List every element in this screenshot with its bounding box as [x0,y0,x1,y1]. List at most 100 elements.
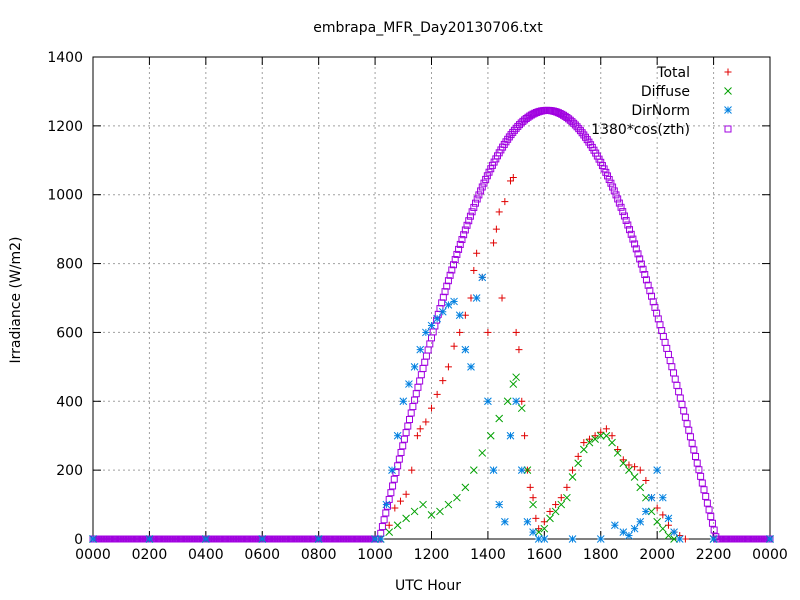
solar-point [443,282,451,290]
data-point [585,435,593,443]
solar-point [641,271,649,279]
data-point [498,294,506,302]
data-point [664,531,673,540]
data-point [625,461,633,469]
data-point [529,494,537,502]
data-point [551,507,560,516]
data-point [630,473,639,481]
y-tick-labels: 0 200 400 600 800 1000 1200 1400 [47,50,83,548]
data-point [258,535,267,543]
x-tick-label: 0000 [75,547,111,563]
data-point [402,490,410,498]
x-axis-label: UTC Hour [395,578,461,594]
data-point [469,466,478,474]
data-point [467,363,475,371]
x-tick-label: 2200 [696,547,732,563]
data-point [486,431,495,440]
solar-point [382,509,390,517]
data-point [461,483,470,492]
data-point [461,345,470,354]
data-point [670,528,678,536]
data-point [574,459,583,468]
legend-label: DirNorm [631,103,690,119]
data-point [506,431,515,440]
solar-point [668,363,676,371]
solar-point [473,195,481,203]
data-point [512,373,520,382]
solar-point [387,489,395,497]
solar-point [461,226,469,234]
data-point [596,431,605,440]
x-tick-label: 0000 [752,547,788,563]
data-point [523,517,532,526]
data-point [568,535,577,543]
solar-point [661,338,669,346]
data-point [596,535,605,543]
data-point [653,466,662,474]
data-point [557,494,565,502]
data-point [89,535,97,543]
solar-point [389,482,397,490]
x-tick-label: 1800 [583,547,619,563]
solar-point [402,429,410,437]
solar-point [378,523,386,531]
data-point [534,528,543,536]
data-point [422,328,430,337]
chart-title: embrapa_MFR_Day20130706.txt [313,20,543,36]
solar-point [453,250,461,258]
x-tick-label: 0200 [132,547,168,563]
data-point [388,466,396,474]
data-point [428,404,435,412]
solar-point [483,172,491,180]
solar-point [678,400,686,408]
data-point [709,535,718,543]
solar-point [676,394,684,402]
data-point [453,493,461,502]
data-point [642,476,650,484]
data-point [546,507,554,515]
solar-point [698,479,706,487]
data-point [455,311,464,320]
data-point [579,445,588,454]
solar-point [380,516,388,524]
y-tick-label: 200 [56,463,83,479]
solar-point [620,212,628,220]
solar-point [470,203,478,211]
data-point [529,528,537,536]
solar-point [605,176,613,184]
solar-point [653,309,661,317]
data-point [433,390,441,398]
legend-marker [724,87,732,95]
solar-point [475,191,483,199]
solar-point [664,350,672,358]
y-tick-label: 400 [56,394,83,410]
solar-point [659,332,667,340]
solar-point [671,375,679,383]
data-point [658,493,667,502]
data-point [402,514,410,523]
solar-point [636,255,644,263]
x-tick-label: 1600 [527,547,563,563]
data-point [376,535,385,543]
data-point [439,377,447,385]
solar-point [619,208,627,216]
solar-point [710,526,718,534]
data-point [145,535,154,543]
data-point [563,483,571,491]
data-point [385,528,394,536]
solar-point [614,195,622,203]
y-tick-label: 1400 [47,50,83,66]
solar-point [448,266,456,274]
x-tick-labels: 0000 0200 0400 0600 0800 1000 1200 1400 1600 1800… [75,547,788,563]
data-point [611,521,619,530]
data-point [405,380,413,388]
legend-label: 1380*cos(zth) [591,122,690,138]
solar-point [656,321,664,329]
solar-point [438,299,446,307]
data-point [408,466,416,474]
legend-label: Diffuse [641,84,690,100]
solar-point [632,245,640,253]
data-point [517,466,526,474]
solar-point [688,439,696,447]
